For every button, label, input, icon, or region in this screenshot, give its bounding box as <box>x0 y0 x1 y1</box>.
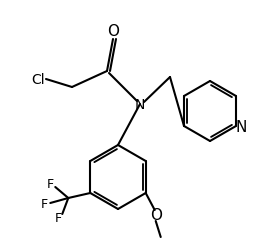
Text: N: N <box>135 98 145 112</box>
Text: F: F <box>55 212 62 225</box>
Text: F: F <box>41 197 48 210</box>
Text: F: F <box>47 178 54 191</box>
Text: O: O <box>107 23 119 38</box>
Text: N: N <box>235 119 247 134</box>
Text: O: O <box>150 208 162 223</box>
Text: Cl: Cl <box>31 73 45 87</box>
